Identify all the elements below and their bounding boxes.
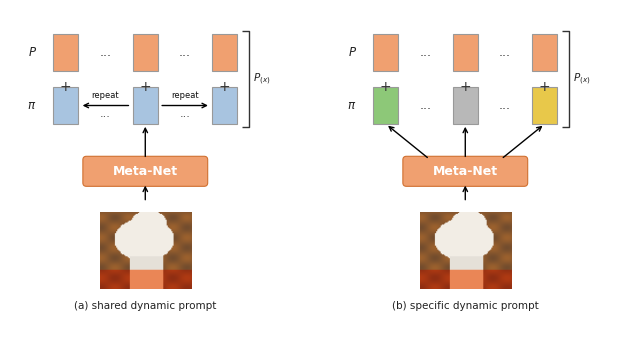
Text: (a) shared dynamic prompt: (a) shared dynamic prompt	[74, 301, 216, 311]
FancyBboxPatch shape	[83, 156, 208, 186]
FancyBboxPatch shape	[373, 34, 398, 71]
Text: ...: ...	[420, 46, 431, 59]
FancyBboxPatch shape	[373, 87, 398, 124]
Text: ...: ...	[499, 46, 511, 59]
Text: ...: ...	[499, 99, 511, 112]
Text: +: +	[460, 80, 471, 94]
Text: ...: ...	[420, 99, 431, 112]
FancyBboxPatch shape	[532, 34, 557, 71]
Text: +: +	[380, 80, 392, 94]
Text: $P_{(x)}$: $P_{(x)}$	[573, 71, 590, 87]
Text: Meta-Net: Meta-Net	[113, 165, 178, 178]
Text: ...: ...	[100, 46, 111, 59]
Text: Meta-Net: Meta-Net	[433, 165, 498, 178]
Text: +: +	[219, 80, 230, 94]
FancyBboxPatch shape	[212, 87, 237, 124]
FancyBboxPatch shape	[132, 34, 158, 71]
Text: repeat: repeat	[92, 91, 119, 100]
Text: $\pi$: $\pi$	[348, 99, 356, 112]
FancyBboxPatch shape	[532, 87, 557, 124]
Text: +: +	[60, 80, 72, 94]
Text: ...: ...	[100, 109, 111, 119]
FancyBboxPatch shape	[132, 87, 158, 124]
Text: +: +	[539, 80, 550, 94]
Text: $\pi$: $\pi$	[28, 99, 36, 112]
Text: repeat: repeat	[172, 91, 199, 100]
Text: ...: ...	[180, 109, 191, 119]
FancyBboxPatch shape	[212, 34, 237, 71]
Text: P: P	[28, 46, 35, 59]
FancyBboxPatch shape	[53, 34, 78, 71]
Text: ...: ...	[179, 46, 191, 59]
FancyBboxPatch shape	[452, 34, 478, 71]
Text: (b) specific dynamic prompt: (b) specific dynamic prompt	[392, 301, 539, 311]
FancyBboxPatch shape	[452, 87, 478, 124]
Text: $P_{(x)}$: $P_{(x)}$	[253, 71, 270, 87]
Text: +: +	[140, 80, 151, 94]
FancyBboxPatch shape	[53, 87, 78, 124]
Text: P: P	[348, 46, 355, 59]
FancyBboxPatch shape	[403, 156, 528, 186]
